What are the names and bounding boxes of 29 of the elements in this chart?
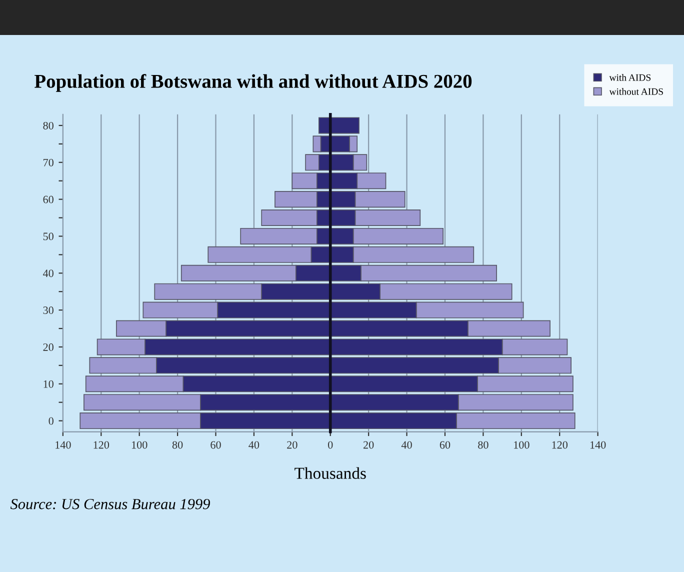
y-tick-label: 70 bbox=[44, 158, 54, 166]
x-tick-label: 60 bbox=[440, 441, 450, 449]
x-tick-label: 140 bbox=[590, 441, 606, 449]
x-tick-label: 100 bbox=[514, 441, 530, 449]
x-tick-label: 140 bbox=[56, 441, 71, 449]
legend-label: with AIDS bbox=[609, 74, 651, 81]
x-tick-label: 20 bbox=[287, 441, 298, 449]
x-tick-label: 80 bbox=[478, 441, 488, 449]
y-tick-label: 0 bbox=[48, 417, 54, 425]
x-tick-label: 120 bbox=[552, 441, 568, 449]
chart-title: Population of Botswana with and without AIDS 2020 bbox=[34, 74, 472, 92]
x-tick-label: 40 bbox=[401, 441, 412, 449]
x-tick-label: 120 bbox=[94, 441, 110, 449]
x-tick-label: 100 bbox=[132, 441, 148, 449]
y-tick-label: 30 bbox=[43, 306, 54, 314]
y-tick-label: 60 bbox=[43, 196, 54, 204]
x-tick-label: 20 bbox=[364, 441, 374, 449]
x-tick-label: 0 bbox=[328, 441, 333, 449]
x-tick-label: 80 bbox=[172, 441, 183, 449]
y-tick-label: 20 bbox=[43, 343, 54, 351]
x-tick-label: 40 bbox=[248, 441, 260, 449]
y-tick-label: 80 bbox=[43, 122, 54, 130]
y-tick-label: 50 bbox=[43, 232, 54, 240]
source-note: Source: US Census Bureau 1999 bbox=[10, 498, 210, 510]
y-tick-label: 10 bbox=[44, 380, 54, 388]
y-tick-label: 40 bbox=[43, 270, 54, 278]
legend-label: without AIDS bbox=[609, 88, 663, 95]
x-axis-title: Thousands bbox=[294, 467, 366, 479]
x-tick-label: 60 bbox=[210, 441, 221, 449]
